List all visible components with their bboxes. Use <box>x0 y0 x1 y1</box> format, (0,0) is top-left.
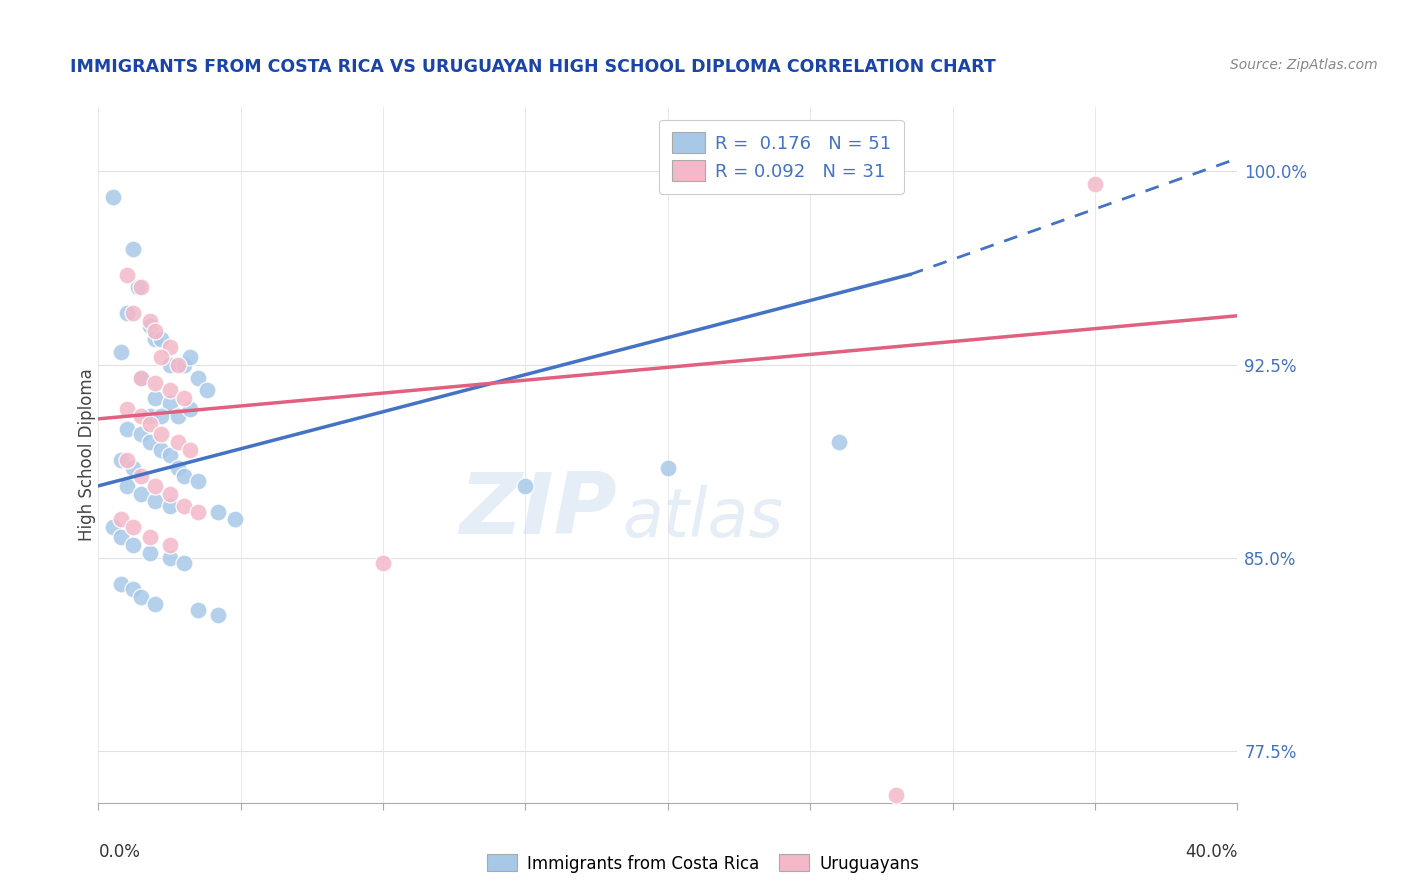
Point <box>127 280 149 294</box>
Point <box>150 350 173 364</box>
Point <box>110 344 132 359</box>
Point <box>173 556 195 570</box>
Point <box>167 435 190 450</box>
Point <box>150 332 173 346</box>
Point <box>150 409 173 424</box>
Text: IMMIGRANTS FROM COSTA RICA VS URUGUAYAN HIGH SCHOOL DIPLOMA CORRELATION CHART: IMMIGRANTS FROM COSTA RICA VS URUGUAYAN … <box>70 58 995 76</box>
Legend: Immigrants from Costa Rica, Uruguayans: Immigrants from Costa Rica, Uruguayans <box>481 847 925 880</box>
Point <box>145 324 167 338</box>
Point <box>138 417 160 431</box>
Point <box>138 546 160 560</box>
Text: ZIP: ZIP <box>458 469 617 552</box>
Point <box>167 409 190 424</box>
Point <box>167 460 190 475</box>
Point <box>115 306 138 320</box>
Point <box>129 409 152 424</box>
Point <box>115 453 138 467</box>
Point <box>138 530 160 544</box>
Point <box>145 479 167 493</box>
Point <box>138 435 160 450</box>
Point <box>115 479 138 493</box>
Point <box>110 512 132 526</box>
Point <box>115 401 138 416</box>
Point <box>101 190 124 204</box>
Point <box>145 376 167 390</box>
Point <box>159 396 181 410</box>
Point <box>121 582 143 596</box>
Point <box>129 427 152 442</box>
Point <box>150 442 173 457</box>
Point <box>145 332 167 346</box>
Point <box>101 520 124 534</box>
Point <box>828 435 851 450</box>
Point <box>373 556 395 570</box>
Point <box>129 370 152 384</box>
Point <box>159 384 181 398</box>
Point <box>110 453 132 467</box>
Point <box>173 358 195 372</box>
Point <box>110 530 132 544</box>
Text: 40.0%: 40.0% <box>1185 843 1237 861</box>
Point <box>145 494 167 508</box>
Point <box>115 268 138 282</box>
Point <box>121 520 143 534</box>
Point <box>145 391 167 405</box>
Point <box>187 602 209 616</box>
Point <box>884 788 907 802</box>
Point <box>173 391 195 405</box>
Point <box>159 358 181 372</box>
Point <box>159 340 181 354</box>
Point <box>121 460 143 475</box>
Point <box>129 590 152 604</box>
Point <box>207 505 229 519</box>
Point <box>145 598 167 612</box>
Point <box>129 370 152 384</box>
Point <box>167 358 190 372</box>
Text: 0.0%: 0.0% <box>98 843 141 861</box>
Point <box>207 607 229 622</box>
Point <box>159 551 181 566</box>
Text: atlas: atlas <box>623 484 783 550</box>
Point <box>129 486 152 500</box>
Point <box>187 505 209 519</box>
Point <box>129 468 152 483</box>
Point <box>173 468 195 483</box>
Point <box>159 448 181 462</box>
Point <box>195 384 218 398</box>
Point <box>657 460 679 475</box>
Point <box>138 409 160 424</box>
Point <box>138 319 160 334</box>
Point <box>121 242 143 256</box>
Point <box>150 427 173 442</box>
Y-axis label: High School Diploma: High School Diploma <box>79 368 96 541</box>
Point <box>159 500 181 514</box>
Point <box>159 486 181 500</box>
Legend: R =  0.176   N = 51, R = 0.092   N = 31: R = 0.176 N = 51, R = 0.092 N = 31 <box>659 120 904 194</box>
Point <box>121 538 143 552</box>
Point <box>515 479 537 493</box>
Point <box>179 401 201 416</box>
Point <box>173 500 195 514</box>
Point <box>138 314 160 328</box>
Point <box>224 512 246 526</box>
Point <box>1084 178 1107 192</box>
Point <box>129 280 152 294</box>
Text: Source: ZipAtlas.com: Source: ZipAtlas.com <box>1230 58 1378 72</box>
Point <box>187 474 209 488</box>
Point <box>159 538 181 552</box>
Point <box>179 442 201 457</box>
Point <box>179 350 201 364</box>
Point <box>110 576 132 591</box>
Point <box>121 306 143 320</box>
Point <box>115 422 138 436</box>
Point <box>187 370 209 384</box>
